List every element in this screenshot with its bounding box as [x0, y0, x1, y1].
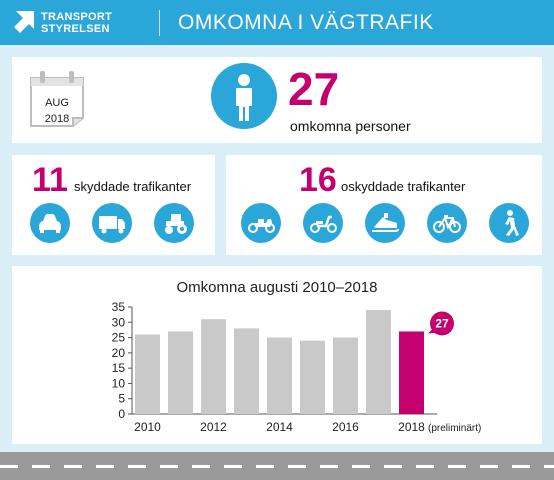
calendar-year: 2018: [44, 113, 70, 125]
y-tick-label: 30: [112, 315, 126, 329]
x-tick-label: 2018: [398, 420, 425, 434]
bar-2016: [333, 337, 358, 414]
x-tick-label: 2012: [200, 420, 227, 434]
callout-value: 27: [435, 316, 449, 330]
protected-panel: 11 skyddade trafikanter: [12, 155, 215, 255]
tractor-icon: [154, 203, 194, 243]
x-tick-label: 2014: [266, 420, 293, 434]
unprotected-count: 16: [299, 161, 337, 199]
y-tick-label: 35: [112, 300, 126, 314]
bar-2015: [300, 340, 325, 414]
protected-count: 11: [32, 161, 68, 199]
chart-panel: Omkomna augusti 2010–2018 0 5 10 15 20 25 30 35…: [12, 266, 542, 444]
bar-2012: [201, 319, 226, 414]
road-decoration: [0, 452, 554, 480]
bar-2011: [168, 331, 193, 414]
page-title: OMKOMNA I VÄGTRAFIK: [178, 11, 434, 34]
callout-bubble: [430, 311, 454, 336]
snowmobile-icon: [365, 203, 405, 243]
truck-icon: [92, 203, 132, 243]
header-bar: TRANSPORT STYRELSEN OMKOMNA I VÄGTRAFIK: [0, 0, 554, 45]
total-count: 27: [288, 63, 340, 115]
chart-title: Omkomna augusti 2010–2018: [176, 279, 378, 296]
protected-label: skyddade trafikanter: [74, 179, 192, 194]
logo-line-1: TRANSPORT: [41, 11, 113, 23]
summary-panel: AUG 2018 27 omkomna personer: [12, 57, 542, 143]
logo-line-2: STYRELSEN: [41, 23, 110, 35]
y-tick-label: 5: [118, 392, 125, 406]
motorcycle-icon: [241, 203, 281, 243]
unprotected-label: oskyddade trafikanter: [341, 179, 466, 194]
x-tick-label: 2016: [332, 420, 359, 434]
pedestrian-icon: [489, 203, 529, 243]
y-tick-label: 10: [112, 376, 126, 390]
bar-2017: [366, 310, 391, 414]
unprotected-panel: 16 oskyddade trafikanter: [226, 155, 542, 255]
calendar-icon: [30, 71, 84, 127]
calendar-month: AUG: [45, 97, 69, 109]
x-tick-label: 2010: [134, 420, 161, 434]
moped-icon: [303, 203, 343, 243]
logo-arrow-icon: [14, 11, 34, 33]
logo: TRANSPORT STYRELSEN: [14, 9, 154, 37]
bar-2014: [267, 337, 292, 414]
bicycle-icon: [427, 203, 467, 243]
header-divider: [159, 10, 160, 36]
y-tick-label: 0: [118, 407, 125, 421]
bar-2013: [234, 328, 259, 414]
x-tick-note: (preliminärt): [428, 423, 481, 434]
person-icon: [211, 63, 277, 129]
y-tick-label: 20: [112, 346, 126, 360]
y-tick-label: 15: [112, 361, 126, 375]
road-lane-marking: [0, 465, 554, 468]
bar-2018: [399, 331, 424, 414]
car-icon: [30, 203, 70, 243]
bar-2010: [135, 334, 160, 414]
y-tick-label: 25: [112, 331, 126, 345]
total-label: omkomna personer: [290, 118, 411, 134]
